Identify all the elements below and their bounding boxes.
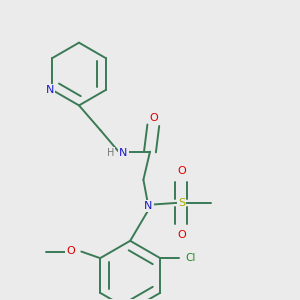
Text: O: O bbox=[177, 230, 186, 240]
Text: H: H bbox=[107, 148, 114, 158]
Text: Cl: Cl bbox=[186, 253, 196, 263]
Text: O: O bbox=[149, 112, 158, 123]
Text: S: S bbox=[178, 198, 185, 208]
Text: N: N bbox=[119, 148, 128, 158]
Text: O: O bbox=[66, 246, 75, 256]
Text: N: N bbox=[46, 85, 54, 95]
Text: O: O bbox=[177, 166, 186, 176]
Text: N: N bbox=[144, 201, 152, 211]
